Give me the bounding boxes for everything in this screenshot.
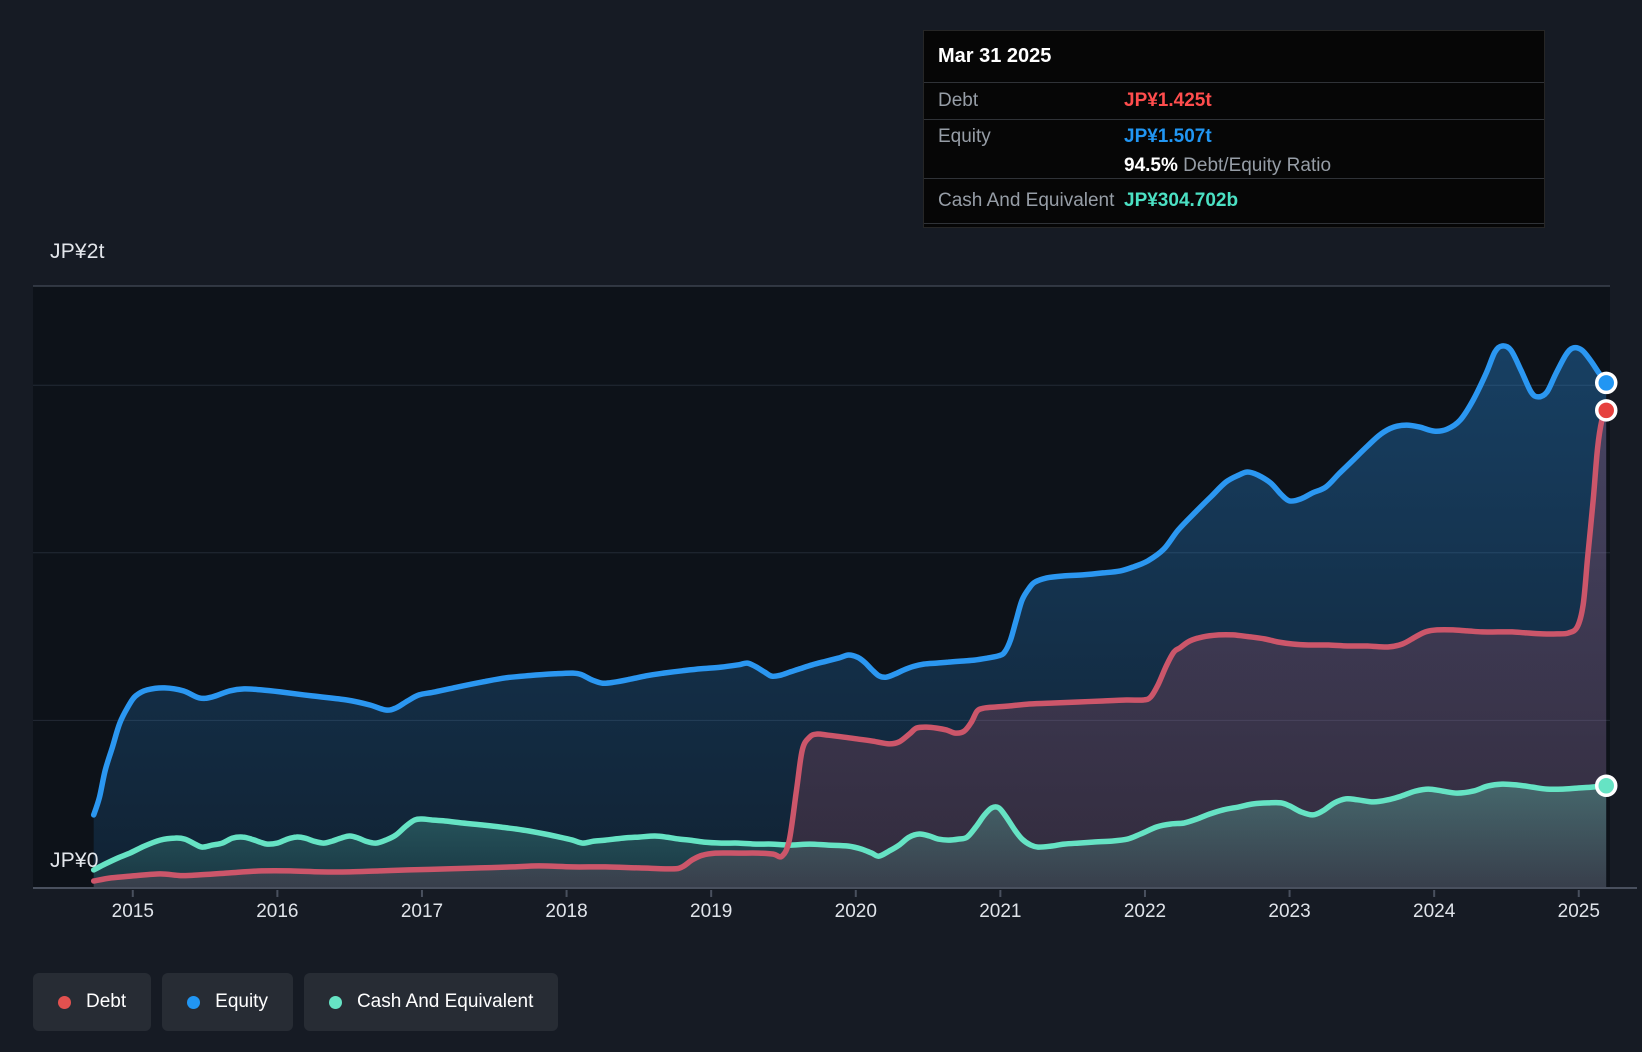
debt-endpoint-dot [1594, 399, 1618, 422]
debt-area [93, 410, 1607, 888]
tooltip-equity-label: Equity [938, 126, 991, 147]
x-axis-label-2016: 2016 [256, 901, 299, 922]
equity-line [90, 343, 1609, 818]
cash-and-equivalent-endpoint-dot [1594, 774, 1618, 798]
cash-dot-icon [328, 995, 342, 1009]
x-axis-label-2022: 2022 [1123, 901, 1167, 922]
tooltip-ratio-value: 94.5% [1124, 155, 1178, 176]
debt-dot-icon [58, 995, 71, 1009]
x-axis-label-2024: 2024 [1413, 901, 1456, 922]
x-axis-label-2018: 2018 [545, 901, 588, 922]
tooltip-debt-label: Debt [938, 90, 979, 111]
tooltip-debt-value: JP¥1.425t [1124, 90, 1212, 111]
tooltip-row-equity: Equity JP¥1.507t [924, 120, 1544, 154]
x-axis-label-2023: 2023 [1268, 901, 1311, 922]
legend-debt-label: Debt [86, 991, 127, 1012]
x-axis-label-2017: 2017 [400, 901, 444, 922]
y-axis-label-top: JP¥2t [50, 240, 105, 263]
legend-equity-label: Equity [215, 991, 268, 1012]
divider [924, 82, 1544, 83]
x-axis-label-2015: 2015 [111, 901, 154, 922]
divider [924, 223, 1544, 224]
legend-item-debt[interactable]: Debt [33, 973, 152, 1031]
x-axis-label-2025: 2025 [1557, 901, 1600, 922]
tooltip-row-ratio: 94.5% Debt/Equity Ratio [924, 154, 1544, 178]
chart-legend: Debt Equity Cash And Equivalent [33, 973, 559, 1031]
chart-tooltip: Mar 31 2025 Debt JP¥1.425t Equity JP¥1.5… [923, 30, 1545, 228]
divider [924, 119, 1544, 120]
tooltip-date: Mar 31 2025 [938, 45, 1052, 67]
y-axis-label-zero: JP¥0 [50, 849, 99, 872]
tooltip-row-cash: Cash And Equivalent JP¥304.702b [924, 179, 1544, 223]
legend-item-cash[interactable]: Cash And Equivalent [303, 973, 559, 1031]
x-axis-label-2021: 2021 [979, 901, 1022, 922]
tooltip-row-debt: Debt JP¥1.425t [924, 83, 1544, 119]
tooltip-cash-value: JP¥304.702b [1124, 190, 1239, 211]
equity-dot-icon [187, 995, 201, 1009]
debt-line [90, 407, 1609, 884]
cash-and-equivalent-line [90, 781, 1609, 873]
tooltip-ratio-label: Debt/Equity Ratio [1177, 155, 1332, 176]
tooltip-cash-label: Cash And Equivalent [938, 190, 1115, 211]
x-axis-label-2019: 2019 [690, 901, 733, 922]
tooltip-equity-value: JP¥1.507t [1124, 126, 1212, 147]
equity-endpoint-dot [1594, 371, 1618, 395]
legend-item-equity[interactable]: Equity [162, 973, 293, 1031]
tooltip-ratio: 94.5% Debt/Equity Ratio [1124, 155, 1530, 177]
legend-cash-label: Cash And Equivalent [356, 991, 534, 1012]
divider [924, 178, 1544, 179]
x-axis-label-2020: 2020 [834, 901, 877, 922]
